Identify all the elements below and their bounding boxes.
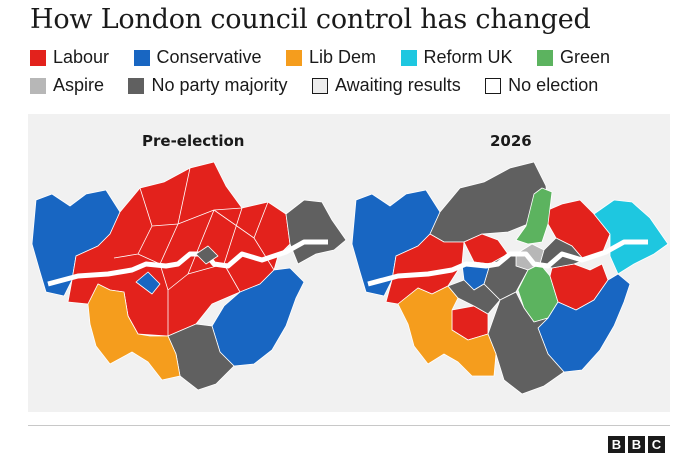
borough-city-grey — [195, 245, 219, 265]
legend-label-labour: Labour — [53, 47, 110, 67]
legend-item-no-party-majority: No party majority — [128, 75, 288, 96]
legend-swatch-no-party-majority — [128, 77, 145, 94]
legend-label-conservative: Conservative — [156, 47, 262, 67]
bbc-logo: B B C — [608, 436, 665, 453]
legend-swatch-green — [536, 49, 553, 66]
legend-swatch-awaiting-results — [311, 77, 328, 94]
legend-item-labour: Labour — [30, 47, 109, 68]
legend-row-2: Aspire No party majority Awaiting result… — [30, 75, 618, 99]
legend-item-green: Green — [536, 47, 610, 68]
legend-swatch-no-election — [485, 77, 502, 94]
map-pre-election — [31, 161, 347, 391]
map-panel: Pre-election 2026 — [28, 114, 670, 412]
legend-swatch-reform-uk — [400, 49, 417, 66]
legend-label-awaiting-results: Awaiting results — [334, 75, 461, 95]
borough-small-blue — [135, 271, 161, 295]
legend-label-green: Green — [559, 47, 610, 67]
borough-green-north-2026 — [515, 187, 553, 245]
thames-river-2026 — [367, 239, 648, 287]
borough-southeast-blue — [211, 267, 305, 367]
borough-labour-main — [67, 161, 291, 337]
borough-south-grey-2026 — [487, 291, 565, 395]
legend-label-reform-uk: Reform UK — [423, 47, 513, 67]
bbc-logo-letter-3: C — [648, 436, 665, 453]
legend-item-aspire: Aspire — [30, 75, 104, 96]
london-maps — [31, 161, 669, 395]
legend-swatch-lib-dem — [286, 49, 303, 66]
legend-item-reform-uk: Reform UK — [400, 47, 513, 68]
borough-libdem-sw — [87, 283, 181, 381]
legend-row-1: Labour Conservative Lib Dem Reform UK Gr… — [30, 47, 630, 71]
legend-label-aspire: Aspire — [53, 75, 105, 95]
map-2026 — [351, 161, 669, 395]
legend-item-awaiting-results: Awaiting results — [311, 75, 461, 96]
bbc-logo-letter-2: B — [628, 436, 645, 453]
legend-label-no-party-majority: No party majority — [151, 75, 288, 95]
map-label-2026: 2026 — [490, 132, 532, 150]
legend-label-lib-dem: Lib Dem — [309, 47, 377, 67]
legend-swatch-aspire — [30, 77, 46, 94]
borough-east-grey — [285, 199, 347, 265]
legend-swatch-labour — [30, 49, 46, 66]
borough-mid-grey-2026 — [447, 279, 501, 315]
legend-label-no-election: No election — [508, 75, 599, 95]
chart-title: How London council control has changed — [30, 4, 591, 35]
legend-swatch-conservative — [133, 49, 150, 66]
map-label-pre-election: Pre-election — [142, 132, 245, 150]
legend-item-no-election: No election — [485, 75, 598, 96]
bbc-logo-letter-1: B — [608, 436, 625, 453]
legend-item-conservative: Conservative — [133, 47, 262, 68]
legend-item-lib-dem: Lib Dem — [286, 47, 376, 68]
footer-divider — [28, 425, 670, 426]
